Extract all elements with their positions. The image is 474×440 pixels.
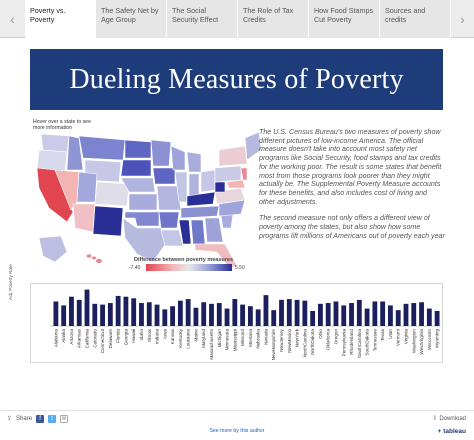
state-nebraska[interactable] bbox=[120, 177, 156, 193]
state-kentucky[interactable] bbox=[186, 191, 216, 207]
state-ohio[interactable] bbox=[200, 169, 216, 193]
state-wisconsin[interactable] bbox=[170, 145, 186, 171]
intro-paragraph-1: The U.S. Census Bureau's two measures of… bbox=[259, 128, 442, 206]
state-utah[interactable] bbox=[76, 171, 98, 203]
tab-sources-and-credits[interactable]: Sources and credits bbox=[379, 0, 451, 38]
legend-max: 5.50 bbox=[235, 265, 245, 271]
state-idaho[interactable] bbox=[66, 135, 84, 171]
state-montana[interactable] bbox=[78, 135, 126, 161]
state-mississippi[interactable] bbox=[178, 219, 192, 245]
state-louisiana[interactable] bbox=[160, 229, 184, 247]
state-tennessee[interactable] bbox=[180, 205, 220, 219]
intro-text: The U.S. Census Bureau's two measures of… bbox=[259, 128, 445, 240]
state-west-virginia[interactable] bbox=[214, 181, 226, 193]
tableau-logo: + tableau bbox=[437, 428, 466, 435]
more-by-author-link[interactable]: See more by this author bbox=[209, 428, 265, 434]
download-icon: ⇩ bbox=[432, 416, 438, 422]
twitter-icon[interactable]: t bbox=[48, 414, 57, 423]
state-arkansas[interactable] bbox=[158, 211, 180, 229]
state-texas[interactable] bbox=[122, 217, 168, 263]
state-pennsylvania[interactable] bbox=[214, 165, 242, 183]
legend-title: Difference between poverty measures bbox=[134, 257, 234, 263]
map-states[interactable] bbox=[36, 131, 262, 269]
chart-y-axis-label: Adj. Poverty Rate bbox=[8, 264, 13, 300]
state-colorado[interactable] bbox=[94, 181, 130, 207]
state-new-york[interactable] bbox=[218, 145, 248, 167]
share-label[interactable]: Share bbox=[16, 415, 33, 422]
hover-hint: Hover over a state to see more informati… bbox=[33, 119, 91, 132]
state-north-dakota[interactable] bbox=[124, 139, 152, 159]
tab-food-stamps[interactable]: How Food Stamps Cut Poverty bbox=[308, 0, 380, 38]
page-title: Dueling Measures of Poverty bbox=[69, 63, 404, 95]
footer-toolbar: ⇪ Share f t ✉ ⇩ Download bbox=[0, 410, 474, 426]
state-south-dakota[interactable] bbox=[120, 159, 152, 177]
download-button[interactable]: ⇩ Download bbox=[432, 415, 466, 423]
state-indiana[interactable] bbox=[188, 173, 200, 197]
state-alabama[interactable] bbox=[190, 219, 206, 245]
tab-list: Poverty vs. Poverty The Safety Net by Ag… bbox=[24, 0, 451, 38]
state-hawaii[interactable] bbox=[86, 254, 103, 264]
chevron-left-icon[interactable]: ‹ bbox=[10, 11, 15, 27]
state-south-carolina[interactable] bbox=[220, 213, 234, 229]
intro-paragraph-2: The second measure not only offers a dif… bbox=[259, 214, 445, 240]
tab-safety-net-by-age[interactable]: The Safety Net by Age Group bbox=[95, 0, 167, 38]
legend-min: -7.40 bbox=[129, 265, 141, 271]
state-georgia[interactable] bbox=[204, 217, 224, 243]
state-arizona[interactable] bbox=[72, 203, 96, 233]
tab-strip: ‹ Poverty vs. Poverty The Safety Net by … bbox=[0, 0, 474, 38]
email-icon[interactable]: ✉ bbox=[60, 414, 69, 423]
state-new-mexico[interactable] bbox=[92, 205, 124, 237]
facebook-icon[interactable]: f bbox=[36, 414, 45, 423]
state-michigan[interactable] bbox=[186, 151, 202, 173]
bar-chart-frame bbox=[30, 283, 443, 363]
state-washington[interactable] bbox=[40, 133, 70, 153]
state-minnesota[interactable] bbox=[150, 139, 172, 167]
tab-role-of-tax-credits[interactable]: The Role of Tax Credits bbox=[237, 0, 309, 38]
us-map[interactable] bbox=[33, 130, 263, 270]
legend-gradient bbox=[146, 264, 232, 271]
tab-social-security-effect[interactable]: The Social Security Effect bbox=[166, 0, 238, 38]
state-iowa[interactable] bbox=[152, 167, 176, 185]
tab-poverty-vs-poverty[interactable]: Poverty vs. Poverty bbox=[24, 0, 96, 38]
state-maryland[interactable] bbox=[226, 179, 246, 189]
chevron-right-icon[interactable]: › bbox=[460, 11, 465, 27]
title-banner: Dueling Measures of Poverty bbox=[30, 49, 443, 110]
share-icon[interactable]: ⇪ bbox=[7, 416, 13, 422]
state-kansas[interactable] bbox=[128, 193, 158, 211]
state-alaska[interactable] bbox=[38, 235, 68, 263]
share-group: ⇪ Share f t ✉ bbox=[7, 414, 69, 423]
state-new-england[interactable] bbox=[244, 131, 262, 161]
download-label: Download bbox=[439, 415, 466, 422]
state-new-jersey[interactable] bbox=[240, 167, 248, 181]
